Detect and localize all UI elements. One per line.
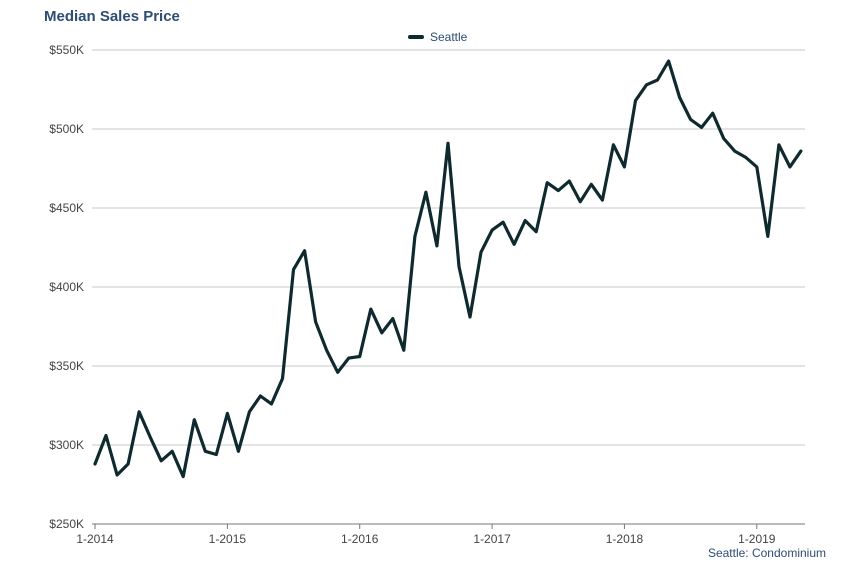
- y-tick-label: $300K: [49, 438, 84, 452]
- source-note: Seattle: Condominium: [707, 546, 826, 560]
- x-tick-label: 1-2016: [341, 532, 379, 546]
- y-tick-label: $250K: [49, 517, 84, 531]
- y-tick-label: $400K: [49, 280, 84, 294]
- x-tick-label: 1-2015: [209, 532, 247, 546]
- legend: Seattle: [408, 30, 467, 44]
- legend-swatch: [408, 35, 424, 39]
- chart-title: Median Sales Price: [44, 8, 180, 25]
- series-line-seattle: [93, 59, 803, 479]
- y-tick-label: $350K: [49, 359, 84, 373]
- x-tick-label: 1-2014: [76, 532, 114, 546]
- y-tick-label: $550K: [49, 43, 84, 57]
- y-tick-label: $500K: [49, 122, 84, 136]
- x-tick-label: 1-2019: [738, 532, 776, 546]
- legend-label: Seattle: [430, 30, 468, 44]
- x-tick-label: 1-2018: [606, 532, 644, 546]
- x-tick-label: 1-2017: [473, 532, 511, 546]
- y-tick-label: $450K: [49, 201, 84, 215]
